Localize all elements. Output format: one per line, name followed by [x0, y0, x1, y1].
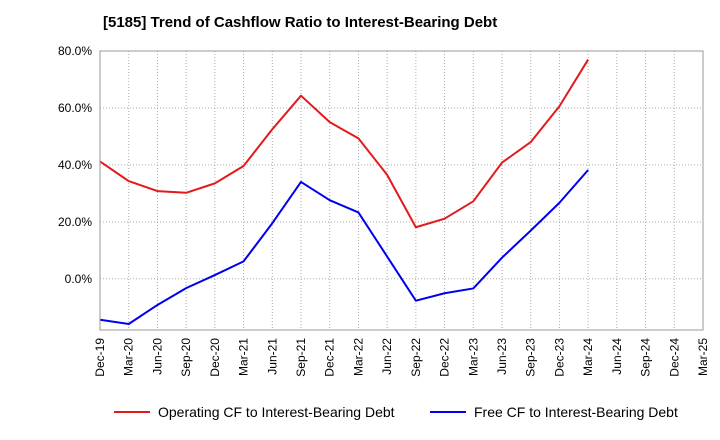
x-tick-label: Mar-25: [696, 338, 710, 376]
y-axis-tick-labels: 0.0% 20.0% 40.0% 60.0% 80.0%: [58, 44, 92, 286]
series-lines: [99, 59, 589, 326]
x-tick-label: Dec-22: [438, 338, 452, 377]
x-tick-label: Jun-20: [150, 338, 164, 375]
chart-title: [5185] Trend of Cashflow Ratio to Intere…: [103, 14, 498, 31]
legend-label-operating-cf: Operating CF to Interest-Bearing Debt: [158, 404, 395, 420]
x-tick-label: Dec-23: [552, 338, 566, 377]
x-tick-label: Jun-21: [265, 338, 279, 375]
x-tick-label: Dec-20: [208, 338, 222, 377]
x-tick-label: Mar-22: [351, 338, 365, 376]
legend-swatch-operating-cf: [114, 411, 150, 413]
y-tick-label: 20.0%: [58, 215, 92, 229]
legend-swatch-free-cf: [430, 411, 466, 413]
x-tick-label: Dec-24: [667, 338, 681, 377]
x-tick-label: Sep-24: [639, 338, 653, 377]
x-tick-label: Mar-21: [237, 338, 251, 376]
legend-item-operating-cf: Operating CF to Interest-Bearing Debt: [114, 404, 395, 420]
legend: Operating CF to Interest-Bearing Debt Fr…: [0, 404, 720, 426]
series-line-free-cf: [99, 169, 589, 326]
x-tick-label: Mar-20: [122, 338, 136, 376]
series-line-operating-cf: [99, 59, 589, 229]
x-tick-label: Mar-24: [581, 338, 595, 376]
x-tick-label: Jun-24: [610, 338, 624, 375]
x-tick-label: Sep-21: [294, 338, 308, 377]
x-tick-label: Jun-22: [380, 338, 394, 375]
legend-item-free-cf: Free CF to Interest-Bearing Debt: [430, 404, 678, 420]
y-tick-label: 0.0%: [65, 272, 93, 286]
x-tick-label: Dec-19: [93, 338, 107, 377]
x-tick-label: Jun-23: [495, 338, 509, 375]
x-tick-label: Sep-22: [409, 338, 423, 377]
y-tick-label: 80.0%: [58, 44, 92, 58]
plot-area-frame: [99, 50, 704, 331]
y-tick-label: 60.0%: [58, 101, 92, 115]
x-tick-label: Mar-23: [466, 338, 480, 376]
legend-label-free-cf: Free CF to Interest-Bearing Debt: [474, 404, 678, 420]
x-tick-label: Dec-21: [323, 338, 337, 377]
x-tick-label: Sep-23: [524, 338, 538, 377]
x-tick-label: Sep-20: [179, 338, 193, 377]
x-axis-tick-labels: Dec-19 Mar-20 Jun-20 Sep-20 Dec-20 Mar-21 Jun-…: [93, 338, 710, 377]
y-tick-label: 40.0%: [58, 158, 92, 172]
plot-area-background: [100, 51, 703, 330]
